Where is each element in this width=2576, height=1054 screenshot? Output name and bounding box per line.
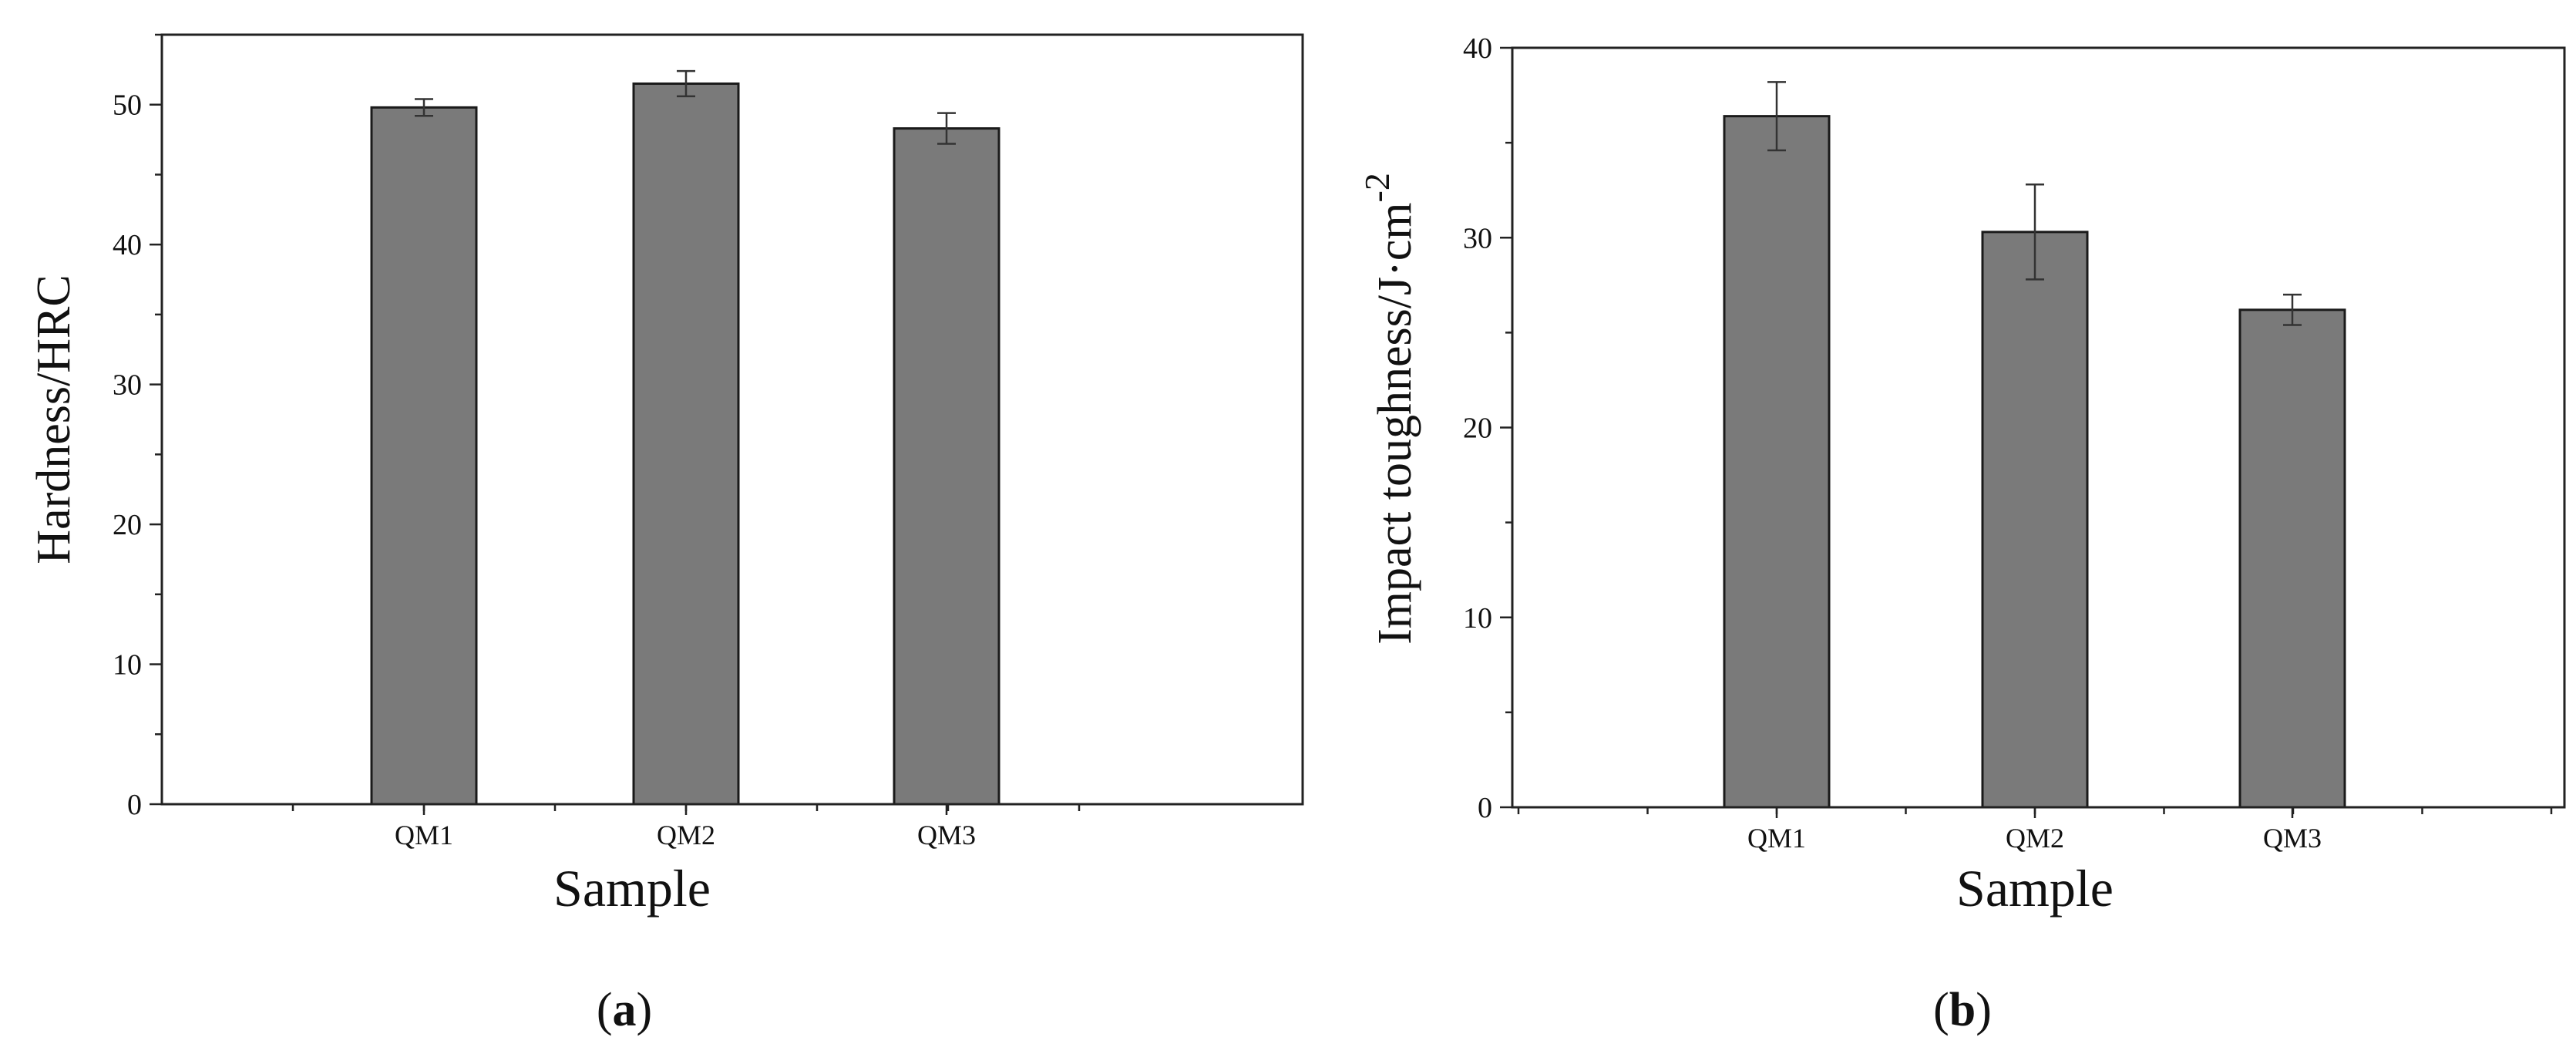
y-tick-label: 20	[113, 509, 142, 541]
y-axis-title-b-main: Impact toughness/J·cm	[1369, 202, 1421, 644]
y-ticks-a: 0 10 20 30 40 50	[113, 33, 162, 821]
x-axis-title-b: Sample	[1956, 859, 2114, 918]
panel-label-a-open: (	[597, 984, 613, 1036]
y-axis-title-a: Hardness/HRC	[28, 274, 80, 564]
x-tick-label-qm1: QM1	[395, 820, 453, 850]
error-bars-a	[415, 69, 956, 145]
panel-label-b: (b)	[1933, 984, 1992, 1036]
x-tick-label-qm1: QM1	[1747, 823, 1806, 854]
panel-label-b-open: (	[1933, 984, 1949, 1036]
panel-label-b-close: )	[1976, 984, 1992, 1036]
bar-qm2	[632, 83, 740, 806]
y-tick-label: 20	[1463, 413, 1492, 445]
y-tick-label: 40	[113, 229, 142, 261]
bar-qm2	[1981, 231, 2089, 809]
error-bars-b	[1767, 81, 2302, 326]
bars-b	[1723, 115, 2346, 809]
panel-label-a: (a)	[597, 984, 652, 1036]
x-ticks-b: QM1 QM2 QM3	[1517, 807, 2553, 854]
bar-qm3	[2238, 308, 2346, 809]
panel-label-b-letter: b	[1949, 984, 1976, 1036]
y-tick-label: 0	[127, 789, 142, 821]
x-tick-label-qm3: QM3	[2263, 823, 2322, 854]
y-axis-title-b: Impact toughness/J·cm-2	[1357, 173, 1421, 645]
bars-a	[370, 83, 1000, 806]
chart-panel-a: 0 10 20 30 40 50 QM1 QM2 QM3 Sample Hardness/HR…	[28, 33, 1304, 1036]
x-axis-title-a: Sample	[553, 859, 711, 918]
x-tick-label-qm2: QM2	[657, 820, 715, 850]
y-tick-label: 30	[1463, 222, 1492, 254]
panel-label-a-close: )	[637, 984, 653, 1036]
x-tick-label-qm2: QM2	[2006, 823, 2064, 854]
bar-qm1	[370, 106, 478, 806]
chart-panel-b: 0 10 20 30 40 QM1 QM2 QM3 Sample Impact toughn…	[1357, 32, 2566, 1036]
x-tick-label-qm3: QM3	[917, 820, 976, 850]
bar-qm1	[1723, 115, 1831, 809]
panel-label-a-letter: a	[613, 984, 637, 1036]
y-tick-label: 50	[113, 89, 142, 122]
plot-frame-a	[160, 33, 1304, 806]
y-tick-label: 0	[1478, 792, 1492, 824]
y-tick-label: 30	[113, 369, 142, 402]
x-ticks-a: QM1 QM2 QM3	[291, 804, 1081, 850]
bar-qm3	[893, 127, 1000, 806]
y-tick-label: 10	[113, 649, 142, 682]
y-ticks-b: 0 10 20 30 40	[1463, 32, 1512, 824]
y-tick-label: 10	[1463, 602, 1492, 635]
y-axis-title-b-sup: -2	[1357, 173, 1397, 202]
y-tick-label: 40	[1463, 32, 1492, 65]
